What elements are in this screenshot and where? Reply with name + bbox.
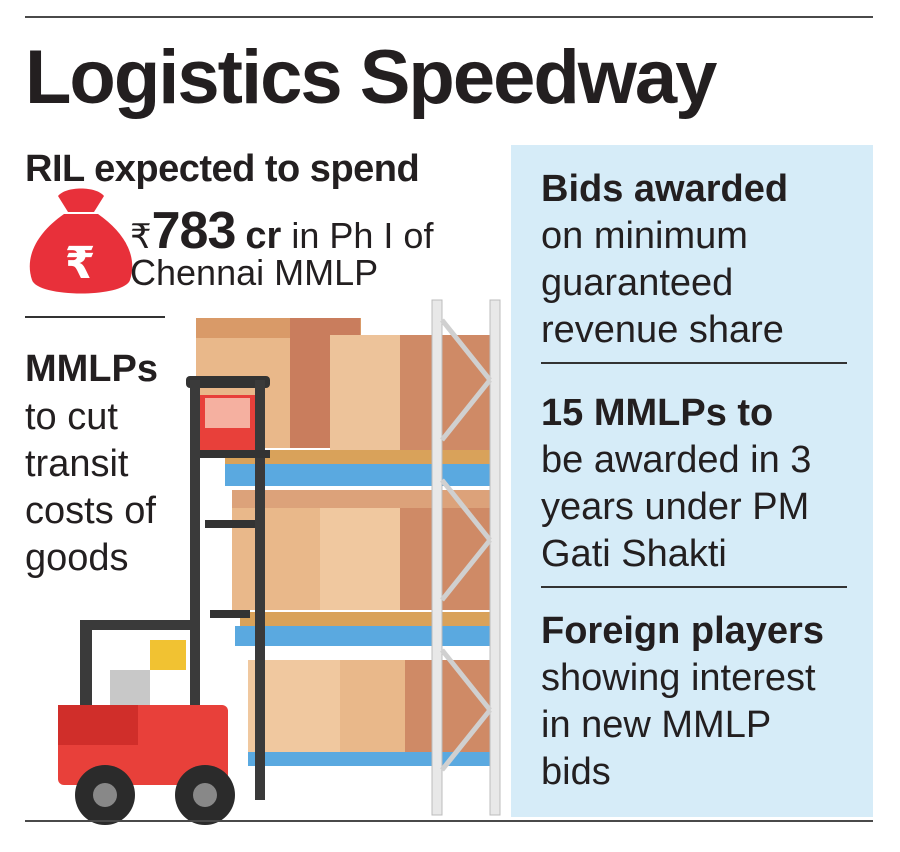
mmlps-heading: MMLPs bbox=[25, 348, 158, 390]
top-rule bbox=[25, 16, 873, 18]
panel-item-1-line: on minimum bbox=[541, 215, 748, 257]
mmlps-line: costs of bbox=[25, 490, 156, 532]
spend-suffix: in Ph I of bbox=[291, 215, 434, 256]
panel-item-1-line: revenue share bbox=[541, 309, 784, 351]
bottom-rule bbox=[25, 820, 873, 822]
panel-divider-2 bbox=[541, 586, 847, 588]
panel-item-3-heading: Foreign players bbox=[541, 610, 824, 652]
panel-item-2-line: years under PM bbox=[541, 486, 810, 528]
panel-item-3-line: showing interest bbox=[541, 657, 816, 699]
rupee-icon: ₹ bbox=[65, 238, 96, 289]
mmlps-line: transit bbox=[25, 443, 129, 485]
info-panel bbox=[511, 145, 873, 817]
spend-location: Chennai MMLP bbox=[130, 252, 379, 293]
panel-item-2-line: Gati Shakti bbox=[541, 533, 727, 575]
mmlps-line: to cut bbox=[25, 396, 118, 438]
spend-unit: cr bbox=[245, 215, 282, 257]
panel-item-1-heading: Bids awarded bbox=[541, 168, 789, 210]
page-title: Logistics Speedway bbox=[25, 35, 717, 120]
panel-item-2-line: be awarded in 3 bbox=[541, 439, 812, 481]
panel-item-1-line: guaranteed bbox=[541, 262, 734, 304]
mmlps-line: goods bbox=[25, 537, 129, 579]
panel-item-2-heading: 15 MMLPs to bbox=[541, 392, 774, 434]
spend-heading: RIL expected to spend bbox=[25, 148, 420, 190]
panel-divider-1 bbox=[541, 362, 847, 364]
left-divider bbox=[25, 316, 165, 318]
warehouse-rack-illustration bbox=[196, 299, 501, 816]
currency-symbol: ₹ bbox=[130, 218, 152, 256]
money-bag-icon: ₹ bbox=[29, 188, 133, 294]
panel-item-3-line: in new MMLP bbox=[541, 704, 772, 746]
panel-item-3-line: bids bbox=[541, 751, 611, 793]
forklift-illustration bbox=[58, 376, 270, 825]
spend-amount-line: ₹783 cr in Ph I of bbox=[130, 205, 433, 257]
spend-amount: 783 bbox=[151, 202, 237, 260]
